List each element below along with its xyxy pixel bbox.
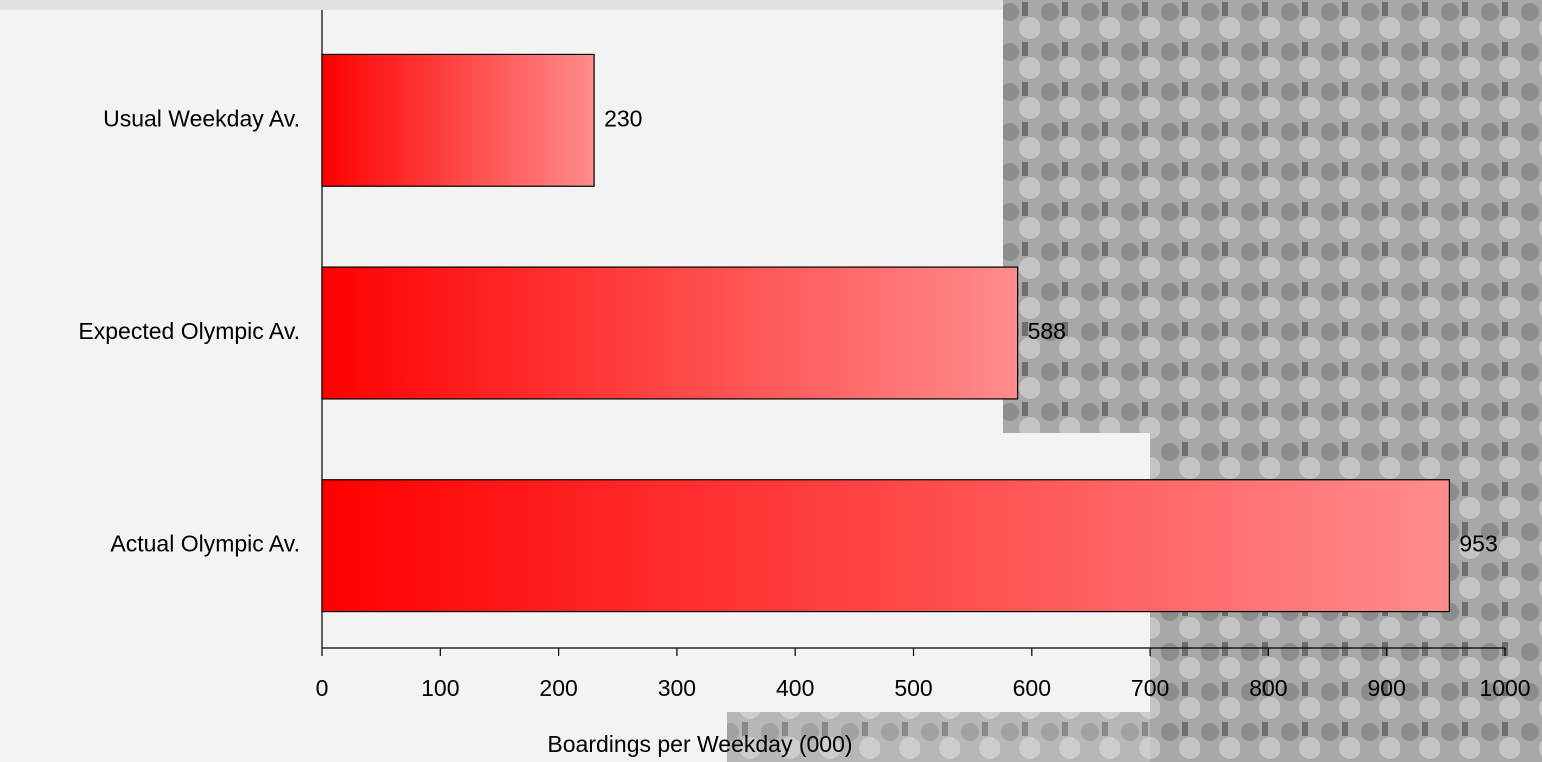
x-tick-label: 300 [658, 675, 696, 701]
bar [321, 266, 1019, 400]
value-label: 953 [1459, 531, 1497, 557]
background-photo [1003, 0, 1542, 433]
background-photo [727, 712, 1150, 762]
top-strip [0, 0, 1542, 10]
x-axis-title: Boardings per Weekday (000) [547, 731, 852, 757]
x-tick-label: 700 [1131, 675, 1169, 701]
bar [321, 479, 1450, 613]
x-tick-label: 900 [1368, 675, 1406, 701]
value-label: 230 [604, 105, 642, 131]
y-tick-label: Expected Olympic Av. [78, 318, 300, 344]
x-tick-label: 800 [1249, 675, 1287, 701]
value-label: 588 [1028, 318, 1066, 344]
x-tick-label: 100 [421, 675, 459, 701]
x-tick-label: 200 [539, 675, 577, 701]
y-tick-label: Actual Olympic Av. [110, 531, 300, 557]
x-tick-label: 600 [1013, 675, 1051, 701]
x-tick-label: 0 [316, 675, 329, 701]
y-tick-label: Usual Weekday Av. [103, 105, 300, 131]
x-tick-label: 400 [776, 675, 814, 701]
x-tick-label: 1000 [1479, 675, 1530, 701]
bar [321, 53, 595, 187]
x-tick-label: 500 [894, 675, 932, 701]
